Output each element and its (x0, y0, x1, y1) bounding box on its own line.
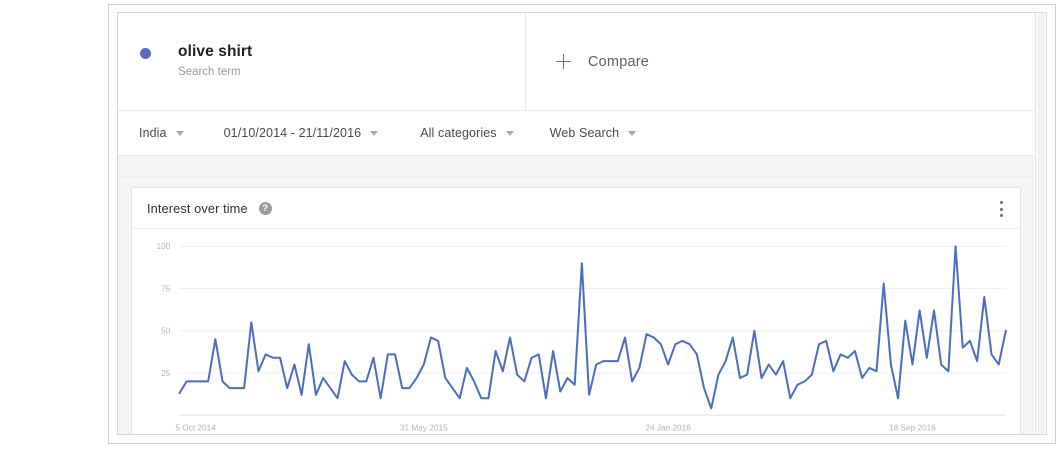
chart-card-header: Interest over time ? (132, 188, 1020, 229)
chart-plot-area: 25 50 75 100 5 Oct 2014 31 May 2015 24 Jan 201… (132, 229, 1020, 434)
compare-label: Compare (588, 53, 650, 70)
svg-text:18 Sep 2016: 18 Sep 2016 (889, 424, 936, 433)
search-term-card[interactable]: olive shirt Search term (118, 13, 526, 110)
search-term-text: olive shirt Search term (178, 42, 252, 81)
filter-geo-label: India (139, 126, 167, 140)
window-frame-inner: olive shirt Search term Compare In (117, 12, 1047, 435)
filter-date-range[interactable]: 01/10/2014 - 21/11/2016 (224, 126, 379, 140)
chevron-down-icon (628, 130, 637, 136)
filter-search-type-label: Web Search (549, 126, 620, 140)
search-term-row: olive shirt Search term Compare (118, 13, 1034, 111)
filter-date-range-label: 01/10/2014 - 21/11/2016 (223, 126, 362, 140)
filter-search-type[interactable]: Web Search (550, 126, 637, 140)
add-comparison-button[interactable]: Compare (556, 54, 649, 70)
series-color-dot (140, 48, 151, 59)
chevron-down-icon (505, 130, 514, 136)
more-vert-icon[interactable] (993, 200, 1009, 218)
filter-category[interactable]: All categories (420, 126, 514, 140)
svg-text:5 Oct 2014: 5 Oct 2014 (175, 424, 216, 433)
compare-cell: Compare (526, 13, 1034, 110)
section-separator (118, 156, 1034, 177)
plus-icon (556, 54, 571, 69)
svg-text:25: 25 (161, 369, 171, 378)
svg-text:100: 100 (157, 242, 171, 251)
svg-text:75: 75 (161, 285, 171, 294)
filter-geo[interactable]: India (139, 126, 184, 140)
page-viewport: olive shirt Search term Compare In (118, 13, 1034, 434)
search-term-subtitle: Search term (178, 66, 241, 78)
chart-title: Interest over time (147, 200, 248, 216)
help-icon[interactable]: ? (258, 201, 272, 215)
chart-card-area: Interest over time ? 25 50 75 100 5 Oct 2014… (118, 177, 1034, 434)
chevron-down-icon (370, 130, 379, 136)
trend-line-chart: 25 50 75 100 5 Oct 2014 31 May 2015 24 Jan 201… (157, 242, 1007, 433)
search-term-title: olive shirt (178, 43, 253, 60)
svg-text:50: 50 (161, 327, 171, 336)
scrollbar-thumb[interactable] (1038, 13, 1045, 434)
window-frame-outer: olive shirt Search term Compare In (108, 4, 1056, 444)
interest-over-time-card: Interest over time ? 25 50 75 100 5 Oct 2014… (131, 187, 1021, 434)
svg-text:24 Jan 2016: 24 Jan 2016 (645, 424, 691, 433)
filter-bar: India 01/10/2014 - 21/11/2016 All catego… (118, 111, 1034, 156)
chevron-down-icon (175, 130, 184, 136)
svg-text:31 May 2015: 31 May 2015 (400, 424, 448, 433)
filter-category-label: All categories (420, 126, 497, 140)
vertical-scrollbar[interactable] (1035, 13, 1046, 434)
